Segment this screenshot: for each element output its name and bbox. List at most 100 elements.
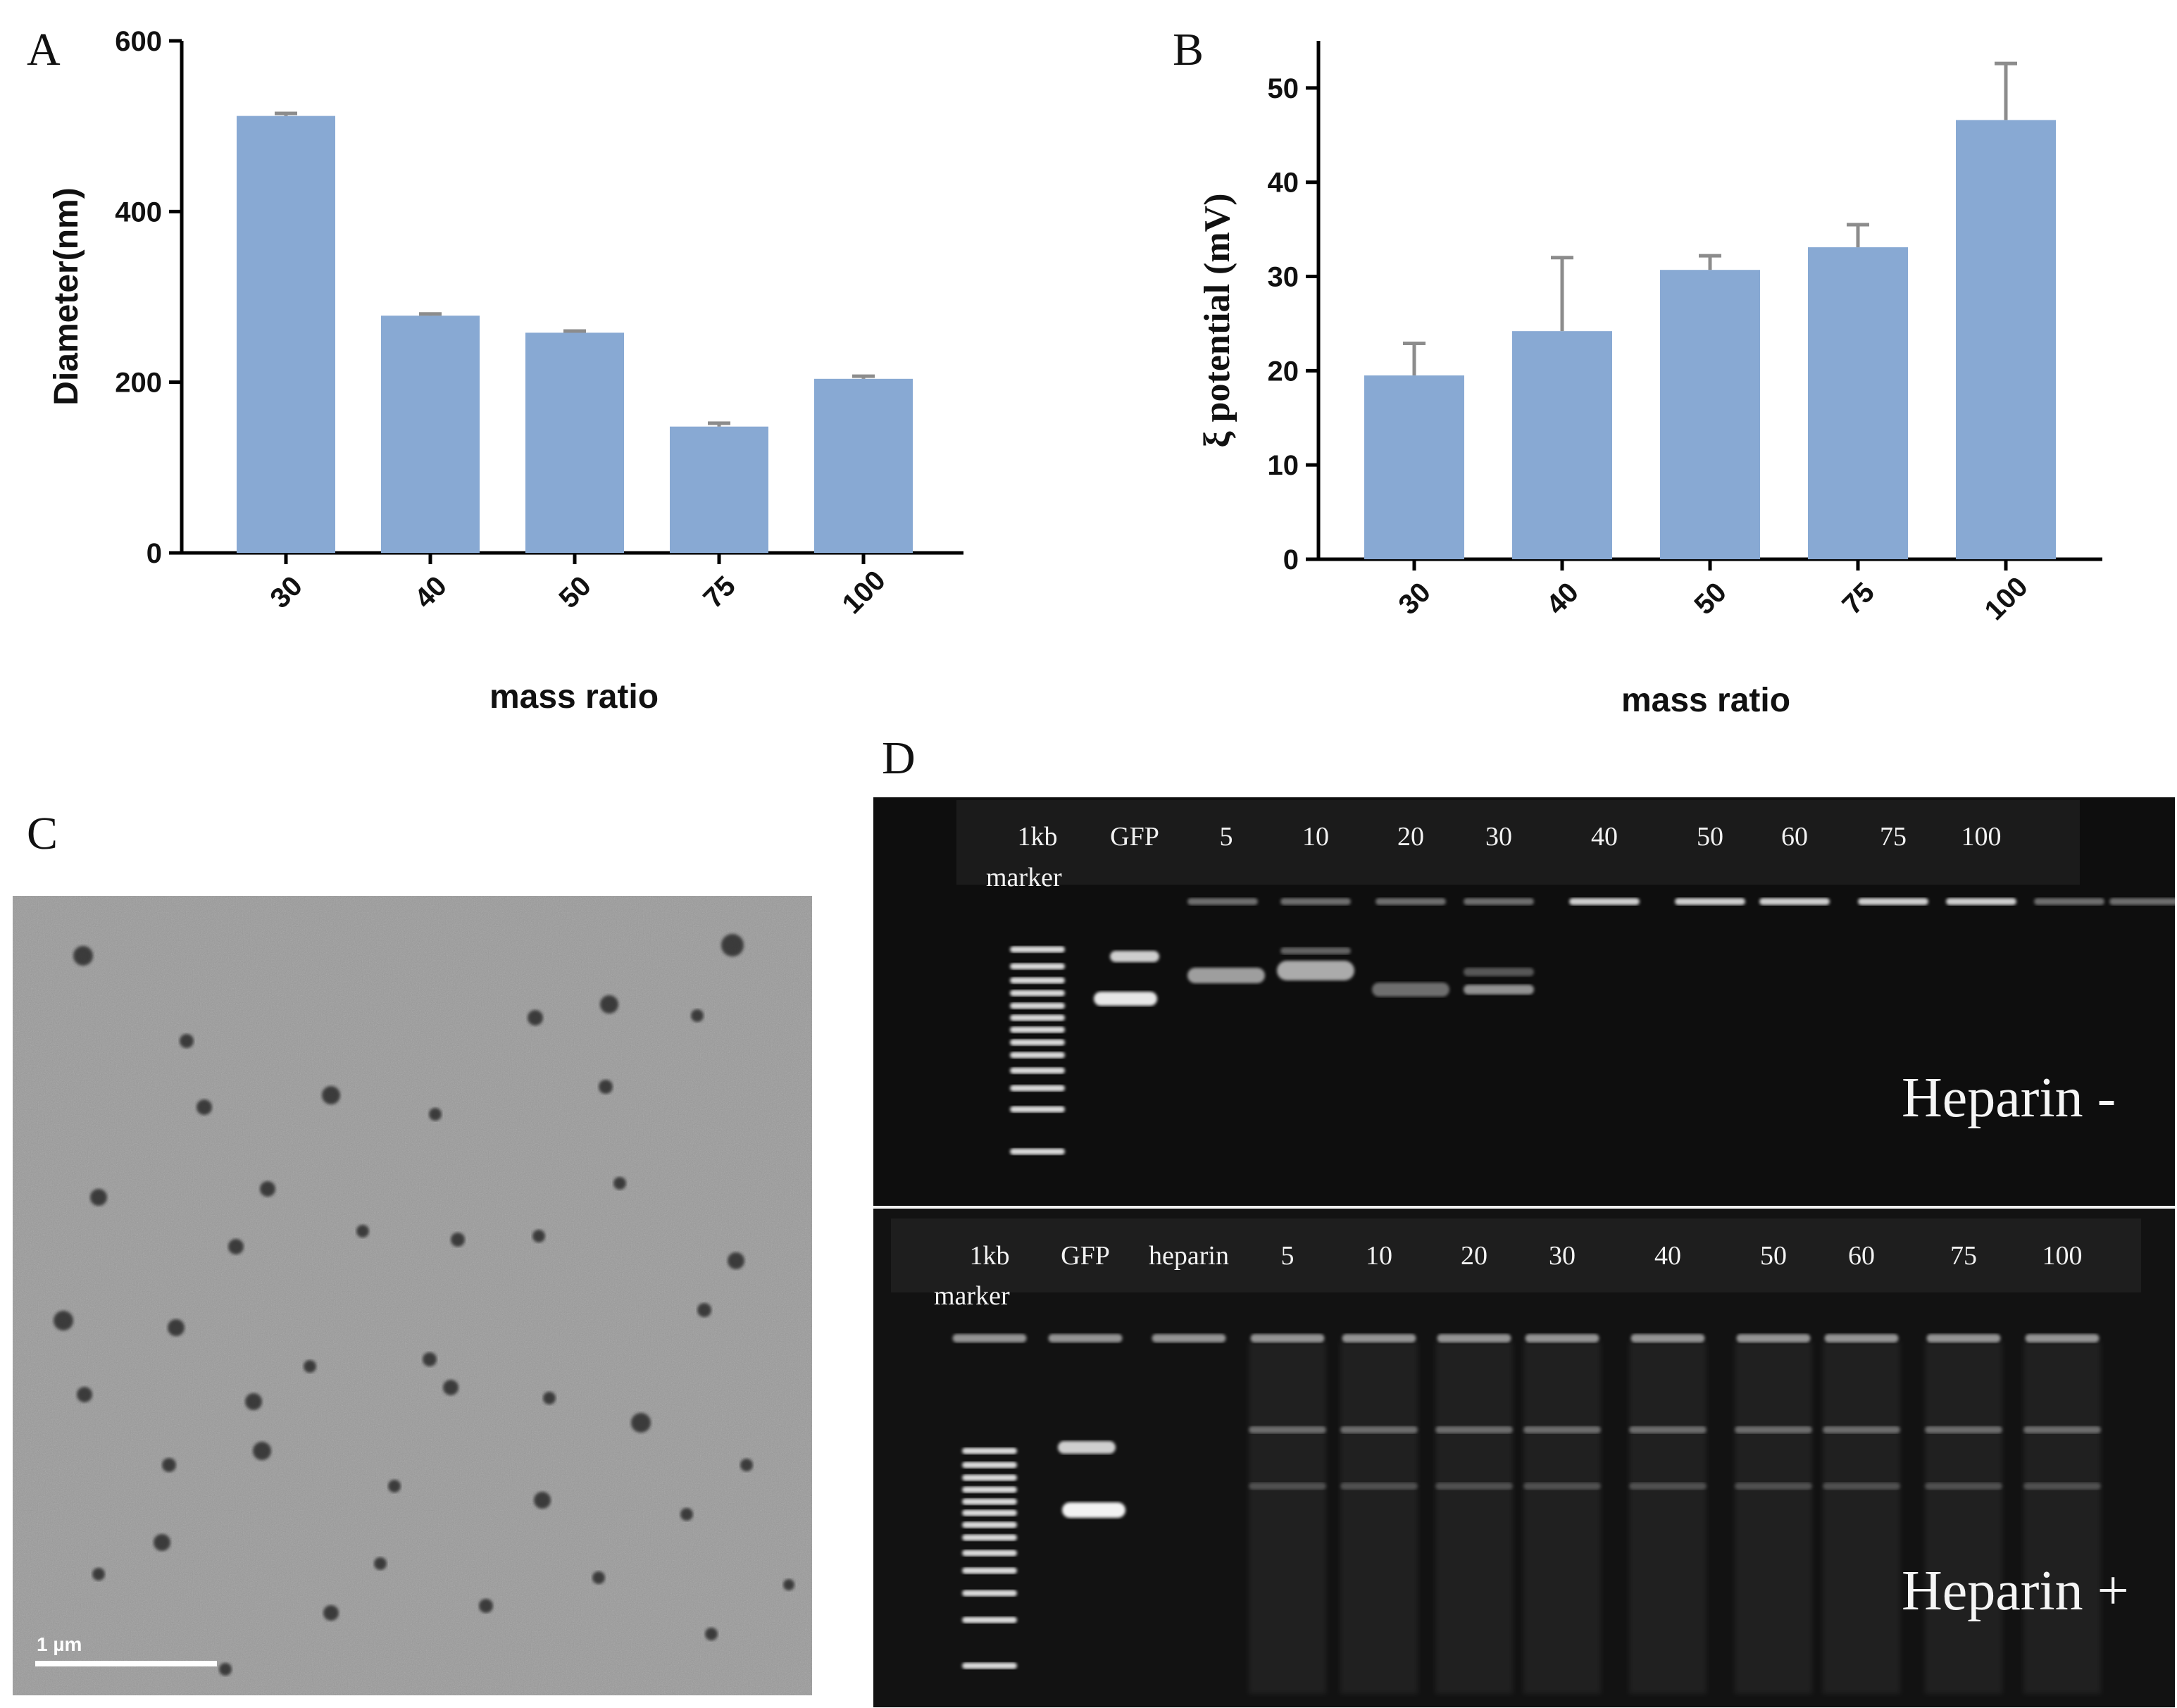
lane-label: 50	[1697, 822, 1723, 852]
gel-bottom-marker-sublabel: marker	[934, 1281, 1010, 1311]
nanoparticle	[592, 1571, 605, 1584]
lane-label: heparin	[1149, 1241, 1229, 1271]
complex-band	[1435, 1483, 1513, 1490]
gel-top-bands	[1010, 898, 2177, 1155]
ladder-band	[1010, 1039, 1065, 1046]
well	[1376, 898, 1446, 905]
gel-top-label-strip	[956, 800, 2080, 885]
lane-label: 75	[1950, 1241, 1977, 1271]
complex-band	[1187, 968, 1265, 983]
x-tick-label: 40	[1540, 577, 1585, 621]
ladder-band	[962, 1461, 1017, 1469]
well	[1858, 898, 1928, 905]
x-tick-label: 50	[553, 571, 597, 615]
nanoparticle	[451, 1233, 465, 1247]
x-tick-label: 100	[837, 565, 892, 620]
lane-label: 40	[1591, 822, 1618, 852]
gel-bottom-label-strip	[891, 1218, 2141, 1292]
nanoparticle	[322, 1086, 340, 1104]
nanoparticle	[691, 1009, 704, 1022]
gel-bottom-lane-labels: 1kb GFP heparin 5 10 20 30 40 50 60 75 100	[970, 1241, 2083, 1271]
lane-label: 10	[1366, 1241, 1392, 1271]
nanoparticle	[528, 1010, 543, 1026]
bar	[1808, 247, 1908, 559]
lane-label: 10	[1302, 822, 1329, 852]
y-axis-title: Diameter(nm)	[48, 187, 85, 405]
nanoparticle	[245, 1393, 262, 1410]
complex-band	[1925, 1426, 2002, 1433]
gel-divider	[873, 1206, 2175, 1209]
lane-smear	[1735, 1342, 1812, 1694]
lane-smear	[1925, 1342, 2002, 1694]
lane-label: 1kb	[970, 1241, 1010, 1271]
nanoparticle	[534, 1492, 551, 1509]
scale-bar	[35, 1661, 217, 1666]
well	[1152, 1334, 1226, 1342]
ladder-band	[1010, 1052, 1065, 1059]
lane-smear	[1823, 1342, 1900, 1694]
ladder-band	[1010, 1026, 1065, 1033]
complex-band	[1464, 968, 1534, 976]
nanoparticle	[631, 1413, 651, 1433]
well	[1048, 1334, 1123, 1342]
lane-label: 20	[1397, 822, 1424, 852]
lane-label: 1kb	[1018, 822, 1058, 852]
panel-d: D 1kb GFP 5 10 20 30 40 50 60 75 100 marker Hepari…	[873, 733, 2177, 1707]
lane-label: 30	[1485, 822, 1512, 852]
lane-smear	[1435, 1342, 1513, 1694]
lane-smear	[1523, 1342, 1601, 1694]
x-tick-label: 30	[264, 571, 308, 615]
bar	[1660, 270, 1760, 559]
y-tick-label: 0	[1283, 544, 1299, 575]
ladder-band	[962, 1590, 1017, 1597]
well	[1464, 898, 1534, 905]
bar	[814, 378, 913, 553]
nanoparticle	[613, 1177, 626, 1190]
y-tick-label: 0	[146, 538, 162, 569]
well	[952, 1334, 1027, 1342]
complex-band	[1629, 1426, 1707, 1433]
nanoparticle	[680, 1508, 693, 1521]
lane-label: GFP	[1061, 1241, 1110, 1271]
y-tick-label: 10	[1268, 450, 1299, 481]
y-tick-label: 600	[115, 26, 162, 57]
bar	[1364, 375, 1464, 559]
complex-band	[1340, 1426, 1418, 1433]
y-axis-title: ξ potential (mV)	[1197, 193, 1237, 447]
lane-label: 5	[1281, 1241, 1295, 1271]
nanoparticle	[728, 1252, 744, 1269]
well	[1675, 898, 1745, 905]
nanoparticle	[356, 1225, 369, 1238]
complex-band	[1735, 1426, 1812, 1433]
ladder-band	[1010, 1002, 1065, 1009]
ladder-band	[962, 1509, 1017, 1516]
nanoparticle	[429, 1108, 442, 1121]
gel-bottom-bands	[952, 1334, 2101, 1694]
y-tick-label: 30	[1268, 262, 1299, 293]
complex-band	[1823, 1483, 1900, 1490]
bar	[381, 316, 480, 553]
ladder-band	[1010, 1085, 1065, 1092]
nanoparticle	[443, 1380, 459, 1395]
lane-label: 5	[1220, 822, 1233, 852]
panel-a: A 0 200 400 600 30 40 50 75 100 mass ratio Diamete…	[27, 24, 963, 716]
lane-label: 60	[1781, 822, 1808, 852]
nanoparticle	[423, 1352, 437, 1366]
nanoparticle	[54, 1311, 73, 1330]
ladder-band	[962, 1616, 1017, 1623]
panel-b-letter: B	[1173, 24, 1204, 75]
complex-band	[1735, 1483, 1812, 1490]
nanoparticle	[323, 1605, 339, 1621]
gel-top-marker-sublabel: marker	[986, 863, 1062, 892]
lane-smear	[2023, 1342, 2101, 1694]
x-tick-label: 30	[1392, 577, 1437, 621]
gfp-band	[1062, 1502, 1125, 1518]
ladder-band	[962, 1662, 1017, 1669]
well	[1569, 898, 1640, 905]
complex-band	[1925, 1483, 2002, 1490]
y-tick-label: 200	[115, 368, 162, 399]
lane-label: 40	[1654, 1241, 1681, 1271]
ladder-band	[1010, 1106, 1065, 1113]
complex-band	[1249, 1483, 1326, 1490]
well	[2025, 1334, 2100, 1342]
